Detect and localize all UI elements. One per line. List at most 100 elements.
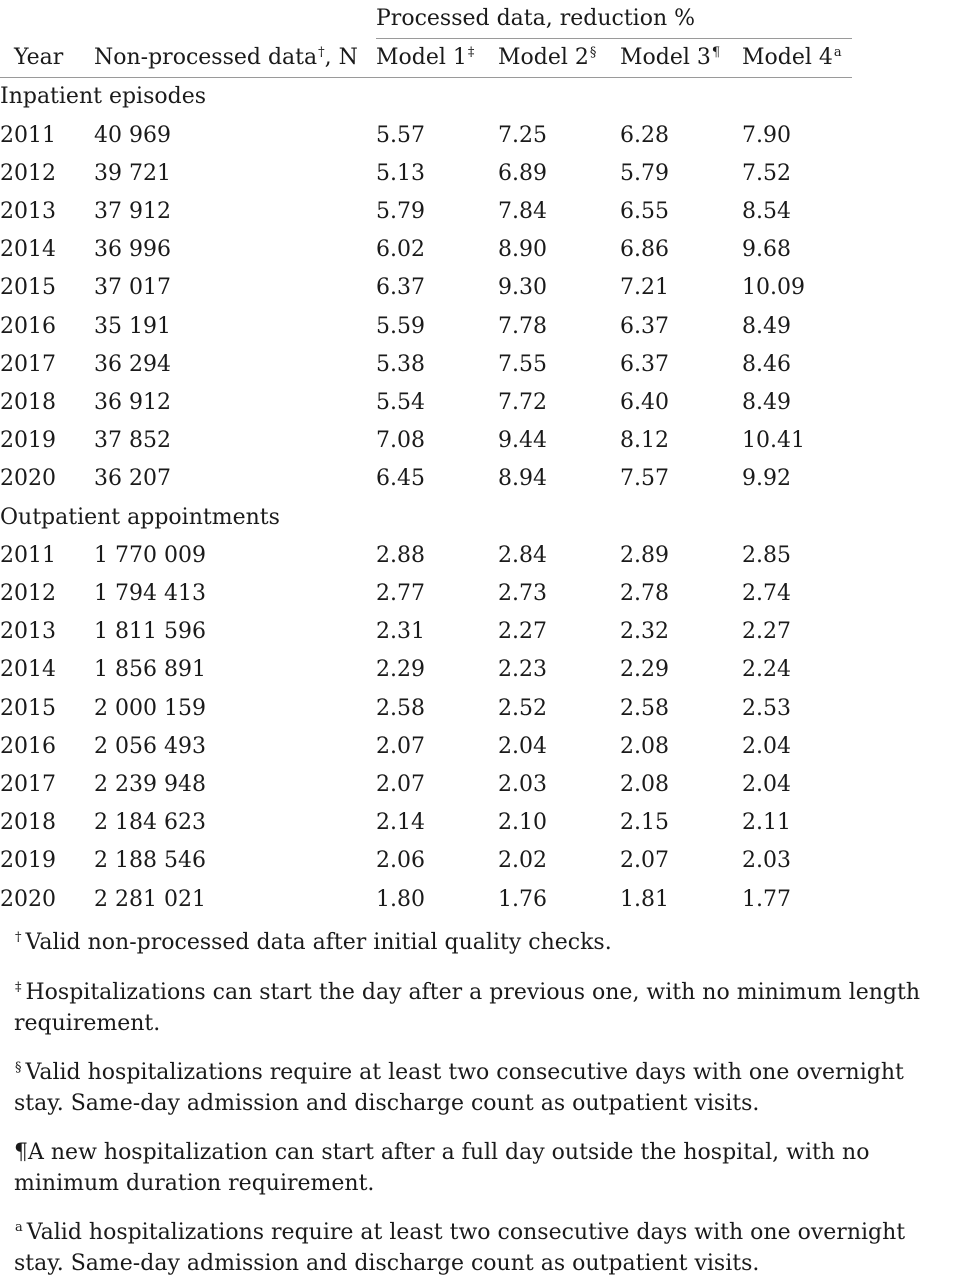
table-row: 2012 1 794 413 2.77 2.73 2.78 2.74 [0, 575, 852, 613]
count-cell: 35 191 [94, 313, 171, 339]
model2-cell: 7.84 [498, 199, 547, 225]
section-mark: § [589, 45, 597, 61]
table-row: 2013 37 912 5.79 7.84 6.55 8.54 [0, 193, 852, 231]
model3-cell: 6.37 [620, 351, 669, 377]
model2-cell: 2.03 [498, 772, 547, 798]
model3-cell: 2.08 [620, 772, 669, 798]
model1-cell: 2.14 [376, 810, 425, 836]
model4-cell: 9.68 [742, 237, 791, 263]
footnote-text: Valid hospitalizations require at least … [14, 1060, 904, 1116]
model4-column-header: Model 4a [742, 38, 852, 79]
year-cell: 2014 [0, 657, 56, 683]
model3-cell: 6.37 [620, 313, 669, 339]
model3-cell: 2.58 [620, 695, 669, 721]
model4-cell: 2.53 [742, 695, 791, 721]
model3-cell: 2.15 [620, 810, 669, 836]
year-column-header: Year [0, 38, 94, 79]
table-row: 2020 36 207 6.45 8.94 7.57 9.92 [0, 460, 852, 498]
model4-cell: 9.92 [742, 466, 791, 492]
table-group-header-row: Processed data, reduction % [0, 0, 852, 40]
year-cell: 2011 [0, 542, 56, 568]
count-cell: 1 794 413 [94, 581, 206, 607]
year-cell: 2016 [0, 313, 56, 339]
year-cell: 2019 [0, 848, 56, 874]
year-cell: 2017 [0, 772, 56, 798]
section-title: Inpatient episodes [0, 84, 207, 110]
model4-cell: 2.74 [742, 581, 791, 607]
footnote: ¶A new hospitalization can start after a… [14, 1137, 960, 1199]
model1-cell: 5.59 [376, 313, 425, 339]
non-processed-header-label: Non-processed data [94, 44, 318, 70]
count-cell: 2 056 493 [94, 733, 206, 759]
count-cell: 36 207 [94, 466, 171, 492]
model4-cell: 8.49 [742, 390, 791, 416]
non-processed-header-unit: , N [324, 44, 358, 70]
table-row: 2017 36 294 5.38 7.55 6.37 8.46 [0, 346, 852, 384]
table-row: 2015 2 000 159 2.58 2.52 2.58 2.53 [0, 690, 852, 728]
footnote: § Valid hospitalizations require at least… [14, 1057, 960, 1119]
pilcrow-mark: ¶ [711, 45, 721, 61]
count-cell: 2 000 159 [94, 695, 206, 721]
footnote: ‡ Hospitalizations can start the day afte… [14, 977, 960, 1039]
year-cell: 2015 [0, 695, 56, 721]
model2-cell: 7.72 [498, 390, 547, 416]
year-cell: 2013 [0, 199, 56, 225]
table-row: 2015 37 017 6.37 9.30 7.21 10.09 [0, 269, 852, 307]
count-cell: 40 969 [94, 122, 171, 148]
model1-cell: 2.07 [376, 772, 425, 798]
table-row: 2016 35 191 5.59 7.78 6.37 8.49 [0, 308, 852, 346]
reduction-table: Processed data, reduction % Year Non-pro… [0, 0, 852, 919]
model1-header-label: Model 1 [376, 45, 467, 71]
model4-cell: 2.03 [742, 848, 791, 874]
model4-cell: 2.11 [742, 810, 791, 836]
count-cell: 2 239 948 [94, 772, 206, 798]
model3-cell: 6.55 [620, 199, 669, 225]
table-row: 2020 2 281 021 1.80 1.76 1.81 1.77 [0, 881, 852, 919]
model2-cell: 7.78 [498, 313, 547, 339]
model1-cell: 5.38 [376, 351, 425, 377]
table-row: 2018 36 912 5.54 7.72 6.40 8.49 [0, 384, 852, 422]
count-cell: 36 996 [94, 237, 171, 263]
processed-data-group-header: Processed data, reduction % [376, 0, 852, 40]
table-row: 2018 2 184 623 2.14 2.10 2.15 2.11 [0, 804, 852, 842]
model4-cell: 2.85 [742, 542, 791, 568]
model2-cell: 2.23 [498, 657, 547, 683]
model1-cell: 2.06 [376, 848, 425, 874]
year-cell: 2019 [0, 428, 56, 454]
model4-cell: 7.90 [742, 122, 791, 148]
model2-cell: 6.89 [498, 160, 547, 186]
model1-cell: 2.31 [376, 619, 425, 645]
model1-cell: 1.80 [376, 886, 425, 912]
model2-cell: 2.04 [498, 733, 547, 759]
year-cell: 2020 [0, 466, 56, 492]
model2-cell: 7.55 [498, 351, 547, 377]
year-cell: 2013 [0, 619, 56, 645]
table-row: 2019 37 852 7.08 9.44 8.12 10.41 [0, 422, 852, 460]
model4-header-label: Model 4 [742, 45, 833, 71]
year-cell: 2016 [0, 733, 56, 759]
empty-header-cell [94, 0, 376, 39]
count-cell: 2 188 546 [94, 848, 206, 874]
model1-cell: 2.88 [376, 542, 425, 568]
model1-cell: 2.29 [376, 657, 425, 683]
count-cell: 1 770 009 [94, 542, 206, 568]
model2-cell: 8.90 [498, 237, 547, 263]
model4-cell: 2.27 [742, 619, 791, 645]
footnote-mark: § [15, 1060, 22, 1075]
model3-cell: 5.79 [620, 160, 669, 186]
model1-cell: 7.08 [376, 428, 425, 454]
model1-cell: 6.45 [376, 466, 425, 492]
count-cell: 37 912 [94, 199, 171, 225]
footnote-text: Valid hospitalizations require at least … [14, 1220, 906, 1276]
count-cell: 37 017 [94, 275, 171, 301]
footnote: a Valid hospitalizations require at least… [14, 1217, 960, 1279]
count-cell: 2 184 623 [94, 810, 206, 836]
model3-cell: 2.08 [620, 733, 669, 759]
table-column-header-row: Year Non-processed data†, N Model 1‡ Mod… [0, 38, 852, 79]
model3-header-label: Model 3 [620, 45, 711, 71]
model4-cell: 10.09 [742, 275, 805, 301]
footnote-a-mark: a [833, 45, 842, 61]
model3-cell: 6.28 [620, 122, 669, 148]
model3-cell: 2.32 [620, 619, 669, 645]
dagger-mark: † [318, 44, 325, 60]
